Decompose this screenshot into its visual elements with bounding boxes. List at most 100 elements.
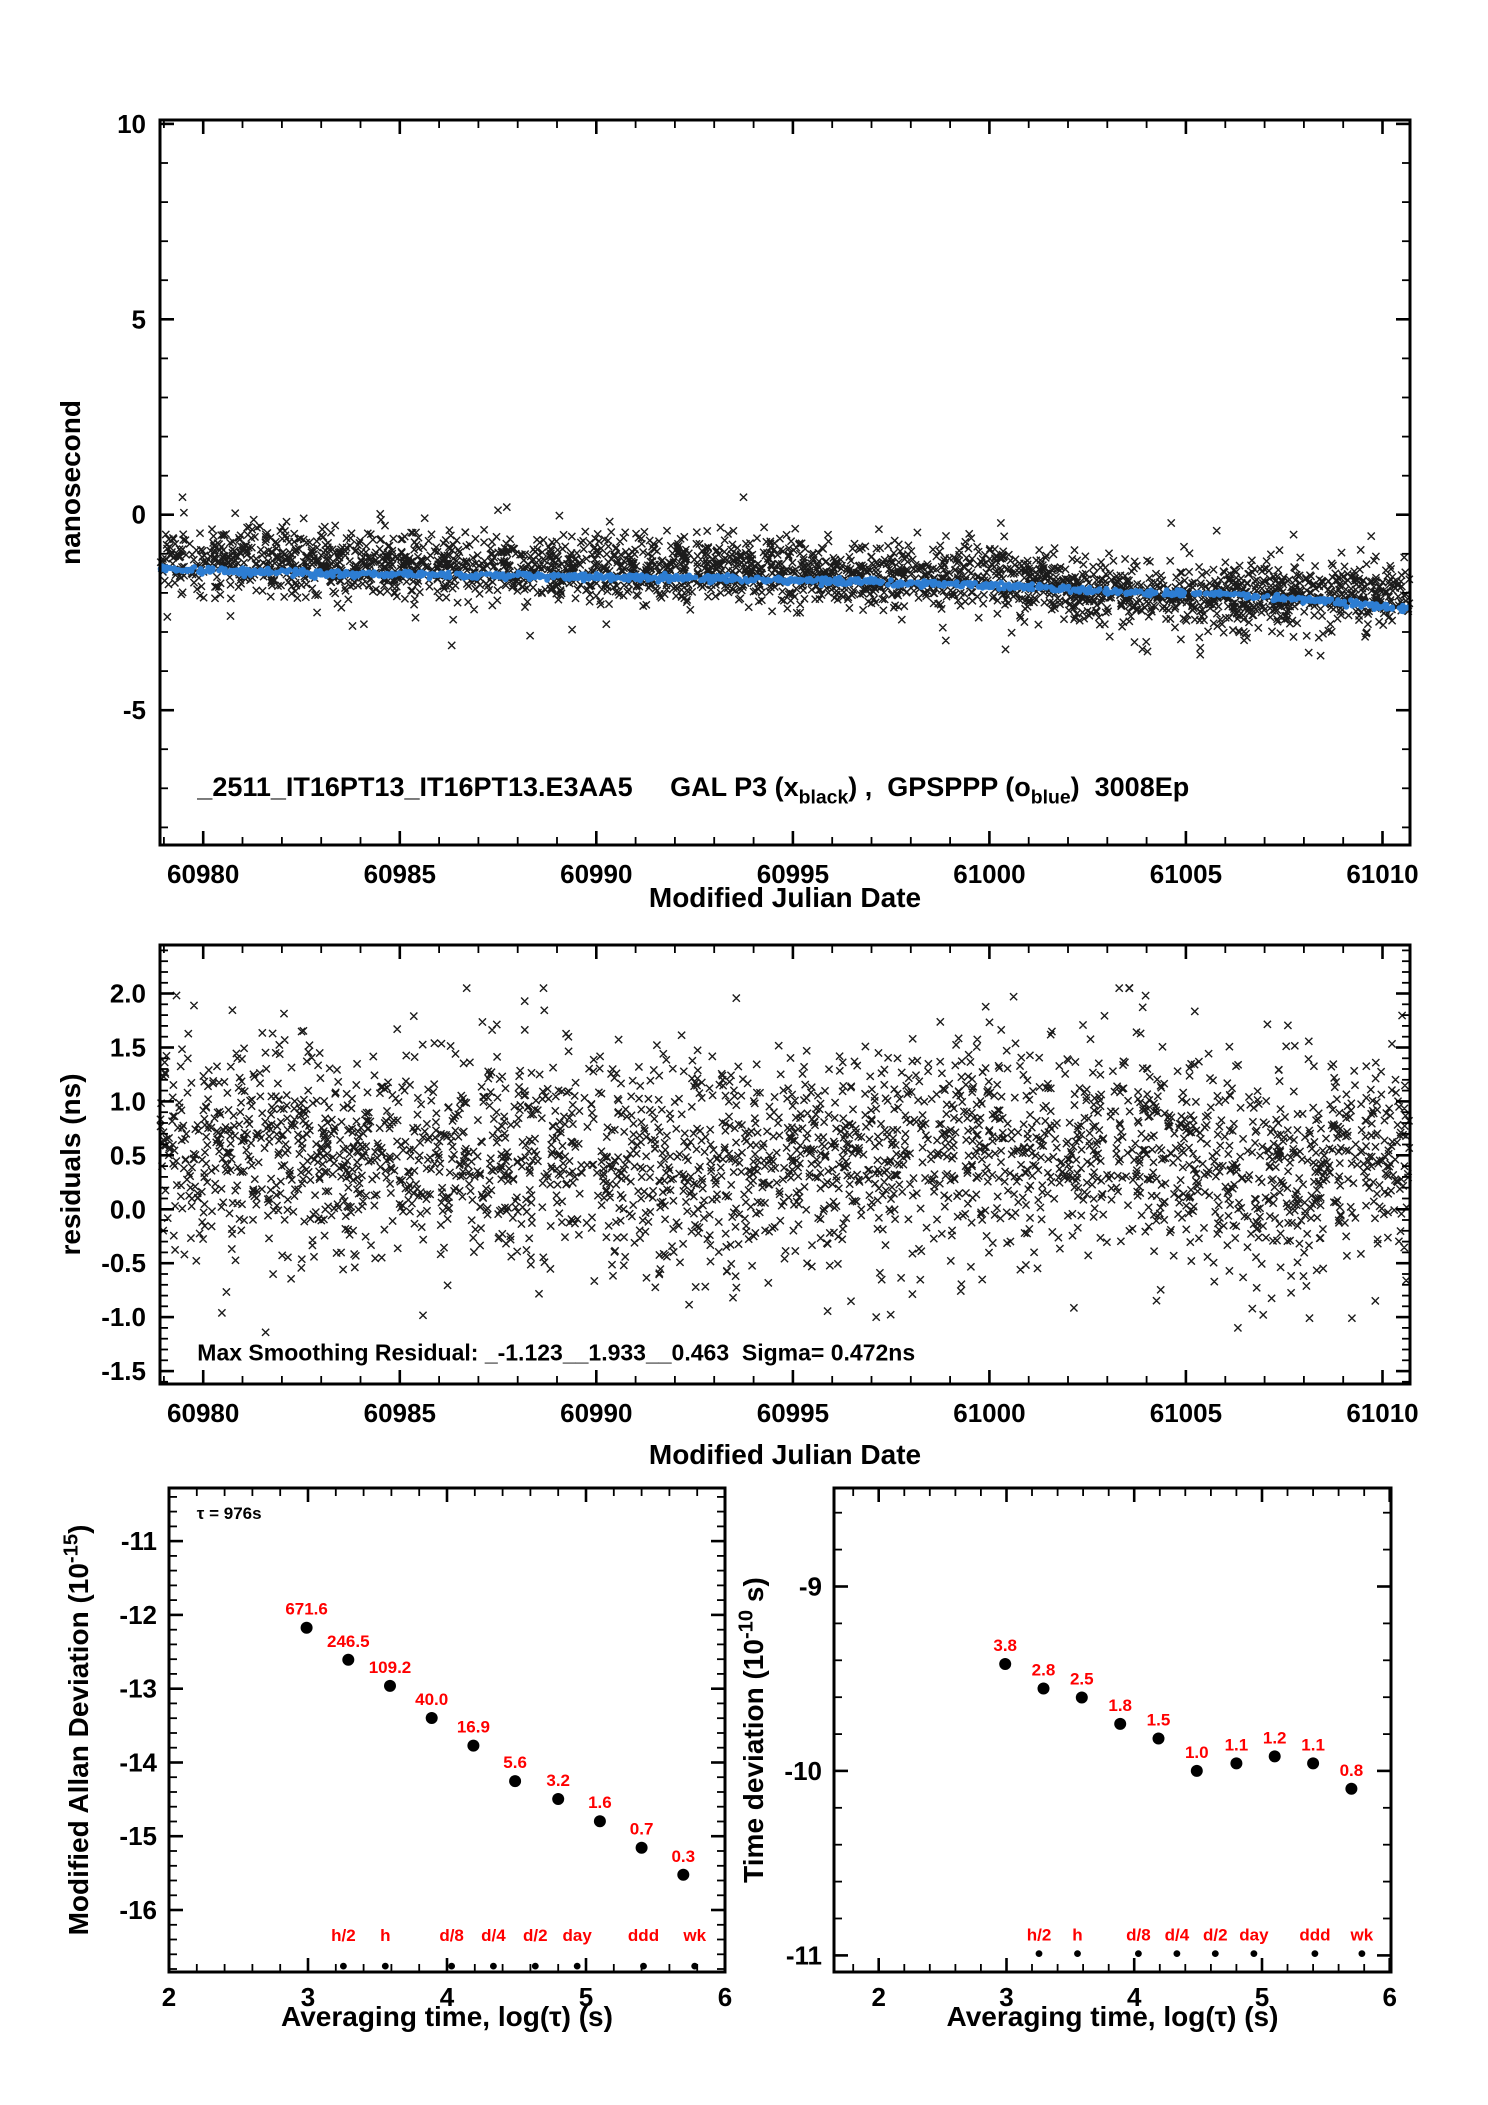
blue-circle-marker bbox=[1326, 598, 1333, 604]
duration-label: d/2 bbox=[1203, 1926, 1228, 1945]
blue-circle-marker bbox=[784, 577, 791, 584]
mdev-value-label: 109.2 bbox=[369, 1658, 412, 1677]
blue-circle-marker bbox=[888, 577, 894, 584]
blue-circle-marker bbox=[292, 570, 299, 577]
blue-circle-marker bbox=[1137, 588, 1144, 595]
blue-circle-marker bbox=[655, 578, 662, 585]
phase-ylabel: nanosecond bbox=[55, 400, 86, 565]
blue-circle-marker bbox=[1202, 590, 1209, 597]
y-tick-label: 0.0 bbox=[110, 1194, 146, 1224]
blue-circle-marker bbox=[298, 567, 305, 573]
blue-circle-marker bbox=[235, 570, 242, 576]
blue-circle-marker bbox=[1245, 591, 1251, 598]
duration-dot bbox=[448, 1962, 455, 1970]
blue-circle-marker bbox=[544, 573, 550, 580]
blue-circle-marker bbox=[1280, 594, 1286, 600]
duration-dot bbox=[1035, 1950, 1043, 1957]
blue-circle-marker bbox=[834, 580, 840, 587]
blue-circle-marker bbox=[692, 574, 699, 581]
blue-circle-marker bbox=[416, 573, 423, 579]
blue-circle-marker bbox=[1173, 591, 1180, 597]
x-tick-label: 61010 bbox=[1346, 859, 1418, 889]
blue-circle-marker bbox=[1236, 591, 1242, 597]
tdev-data-point bbox=[1152, 1732, 1165, 1745]
blue-circle-marker bbox=[1348, 597, 1354, 604]
duration-label: d/4 bbox=[481, 1926, 506, 1945]
blue-circle-marker bbox=[1209, 590, 1216, 597]
blue-circle-marker bbox=[1196, 591, 1203, 597]
blue-circle-marker bbox=[983, 581, 989, 587]
mdev-value-label: 40.0 bbox=[415, 1690, 448, 1709]
blue-circle-marker bbox=[1332, 600, 1339, 607]
duration-label: d/8 bbox=[1126, 1926, 1151, 1945]
mdev-ylabel: Modified Allan Deviation (10-15) bbox=[60, 1525, 94, 1936]
tdev-value-label: 3.8 bbox=[993, 1636, 1017, 1655]
blue-circle-marker bbox=[360, 570, 367, 577]
duration-label: day bbox=[563, 1926, 593, 1945]
duration-label: h bbox=[1072, 1926, 1082, 1945]
x-tick-label: 60995 bbox=[757, 1398, 829, 1428]
x-tick-label: 60985 bbox=[364, 859, 436, 889]
tdev-data-point bbox=[1345, 1782, 1358, 1795]
blue-circle-marker bbox=[941, 579, 948, 586]
mdev-value-label: 0.7 bbox=[630, 1820, 654, 1839]
blue-circle-marker bbox=[632, 575, 639, 582]
x-tick-label: 4 bbox=[440, 1982, 455, 2012]
x-tick-label: 4 bbox=[1127, 1982, 1142, 2012]
x-tick-label: 61000 bbox=[953, 859, 1025, 889]
blue-circle-marker bbox=[643, 573, 650, 579]
mdev-value-label: 3.2 bbox=[546, 1771, 570, 1790]
blue-circle-marker bbox=[929, 580, 935, 586]
x-tick-label: 5 bbox=[1255, 1982, 1269, 2012]
duration-label: wk bbox=[1350, 1926, 1374, 1945]
blue-circle-marker bbox=[273, 570, 280, 577]
duration-label: d/8 bbox=[439, 1926, 464, 1945]
blue-circle-marker bbox=[1374, 602, 1380, 608]
x-tick-label: 6 bbox=[1382, 1982, 1396, 2012]
blue-circle-marker bbox=[1302, 596, 1309, 602]
blue-circle-marker bbox=[892, 581, 899, 588]
blue-circle-marker bbox=[1104, 590, 1111, 597]
duration-dot bbox=[340, 1962, 347, 1970]
blue-circle-marker bbox=[824, 580, 831, 587]
duration-dot bbox=[640, 1962, 647, 1970]
x-tick-label: 60995 bbox=[757, 859, 829, 889]
duration-label: d/2 bbox=[523, 1926, 548, 1945]
blue-circle-marker bbox=[650, 574, 657, 581]
blue-circle-marker bbox=[724, 572, 731, 578]
y-tick-label: -16 bbox=[119, 1895, 157, 1925]
phase-xlabel: Modified Julian Date bbox=[649, 882, 921, 913]
blue-circle-marker bbox=[1073, 588, 1079, 594]
blue-circle-marker bbox=[806, 577, 812, 584]
blue-circle-marker bbox=[832, 576, 839, 582]
y-tick-label: -12 bbox=[119, 1600, 157, 1630]
blue-circle-marker bbox=[225, 569, 232, 576]
blue-circle-marker bbox=[329, 570, 335, 577]
blue-circle-marker bbox=[366, 569, 372, 576]
blue-circle-marker bbox=[621, 573, 628, 580]
tdev-value-label: 1.5 bbox=[1147, 1711, 1171, 1730]
blue-circle-marker bbox=[775, 574, 782, 581]
blue-circle-marker bbox=[899, 581, 906, 587]
x-tick-label: 60990 bbox=[560, 859, 632, 889]
duration-label: h/2 bbox=[1027, 1926, 1052, 1945]
mdev-data-point bbox=[425, 1712, 438, 1724]
duration-label: h bbox=[380, 1926, 390, 1945]
blue-circle-marker bbox=[1251, 593, 1258, 600]
y-tick-label: 2.0 bbox=[110, 979, 146, 1009]
blue-circle-marker bbox=[767, 577, 774, 584]
blue-circle-marker bbox=[1339, 600, 1346, 607]
blue-circle-marker bbox=[355, 572, 361, 579]
tdev-data-point bbox=[1190, 1764, 1203, 1777]
blue-circle-marker bbox=[221, 569, 228, 576]
blue-circle-marker bbox=[179, 567, 185, 574]
y-tick-label: 1.5 bbox=[110, 1033, 146, 1063]
y-tick-label: -11 bbox=[121, 1526, 157, 1556]
mdev-value-label: 0.3 bbox=[671, 1847, 695, 1866]
mdev-data-point bbox=[593, 1815, 606, 1828]
blue-circle-marker bbox=[1094, 588, 1101, 594]
tdev-data-point bbox=[1114, 1717, 1127, 1730]
duration-label: d/4 bbox=[1165, 1926, 1190, 1945]
x-tick-label: 5 bbox=[579, 1982, 593, 2012]
